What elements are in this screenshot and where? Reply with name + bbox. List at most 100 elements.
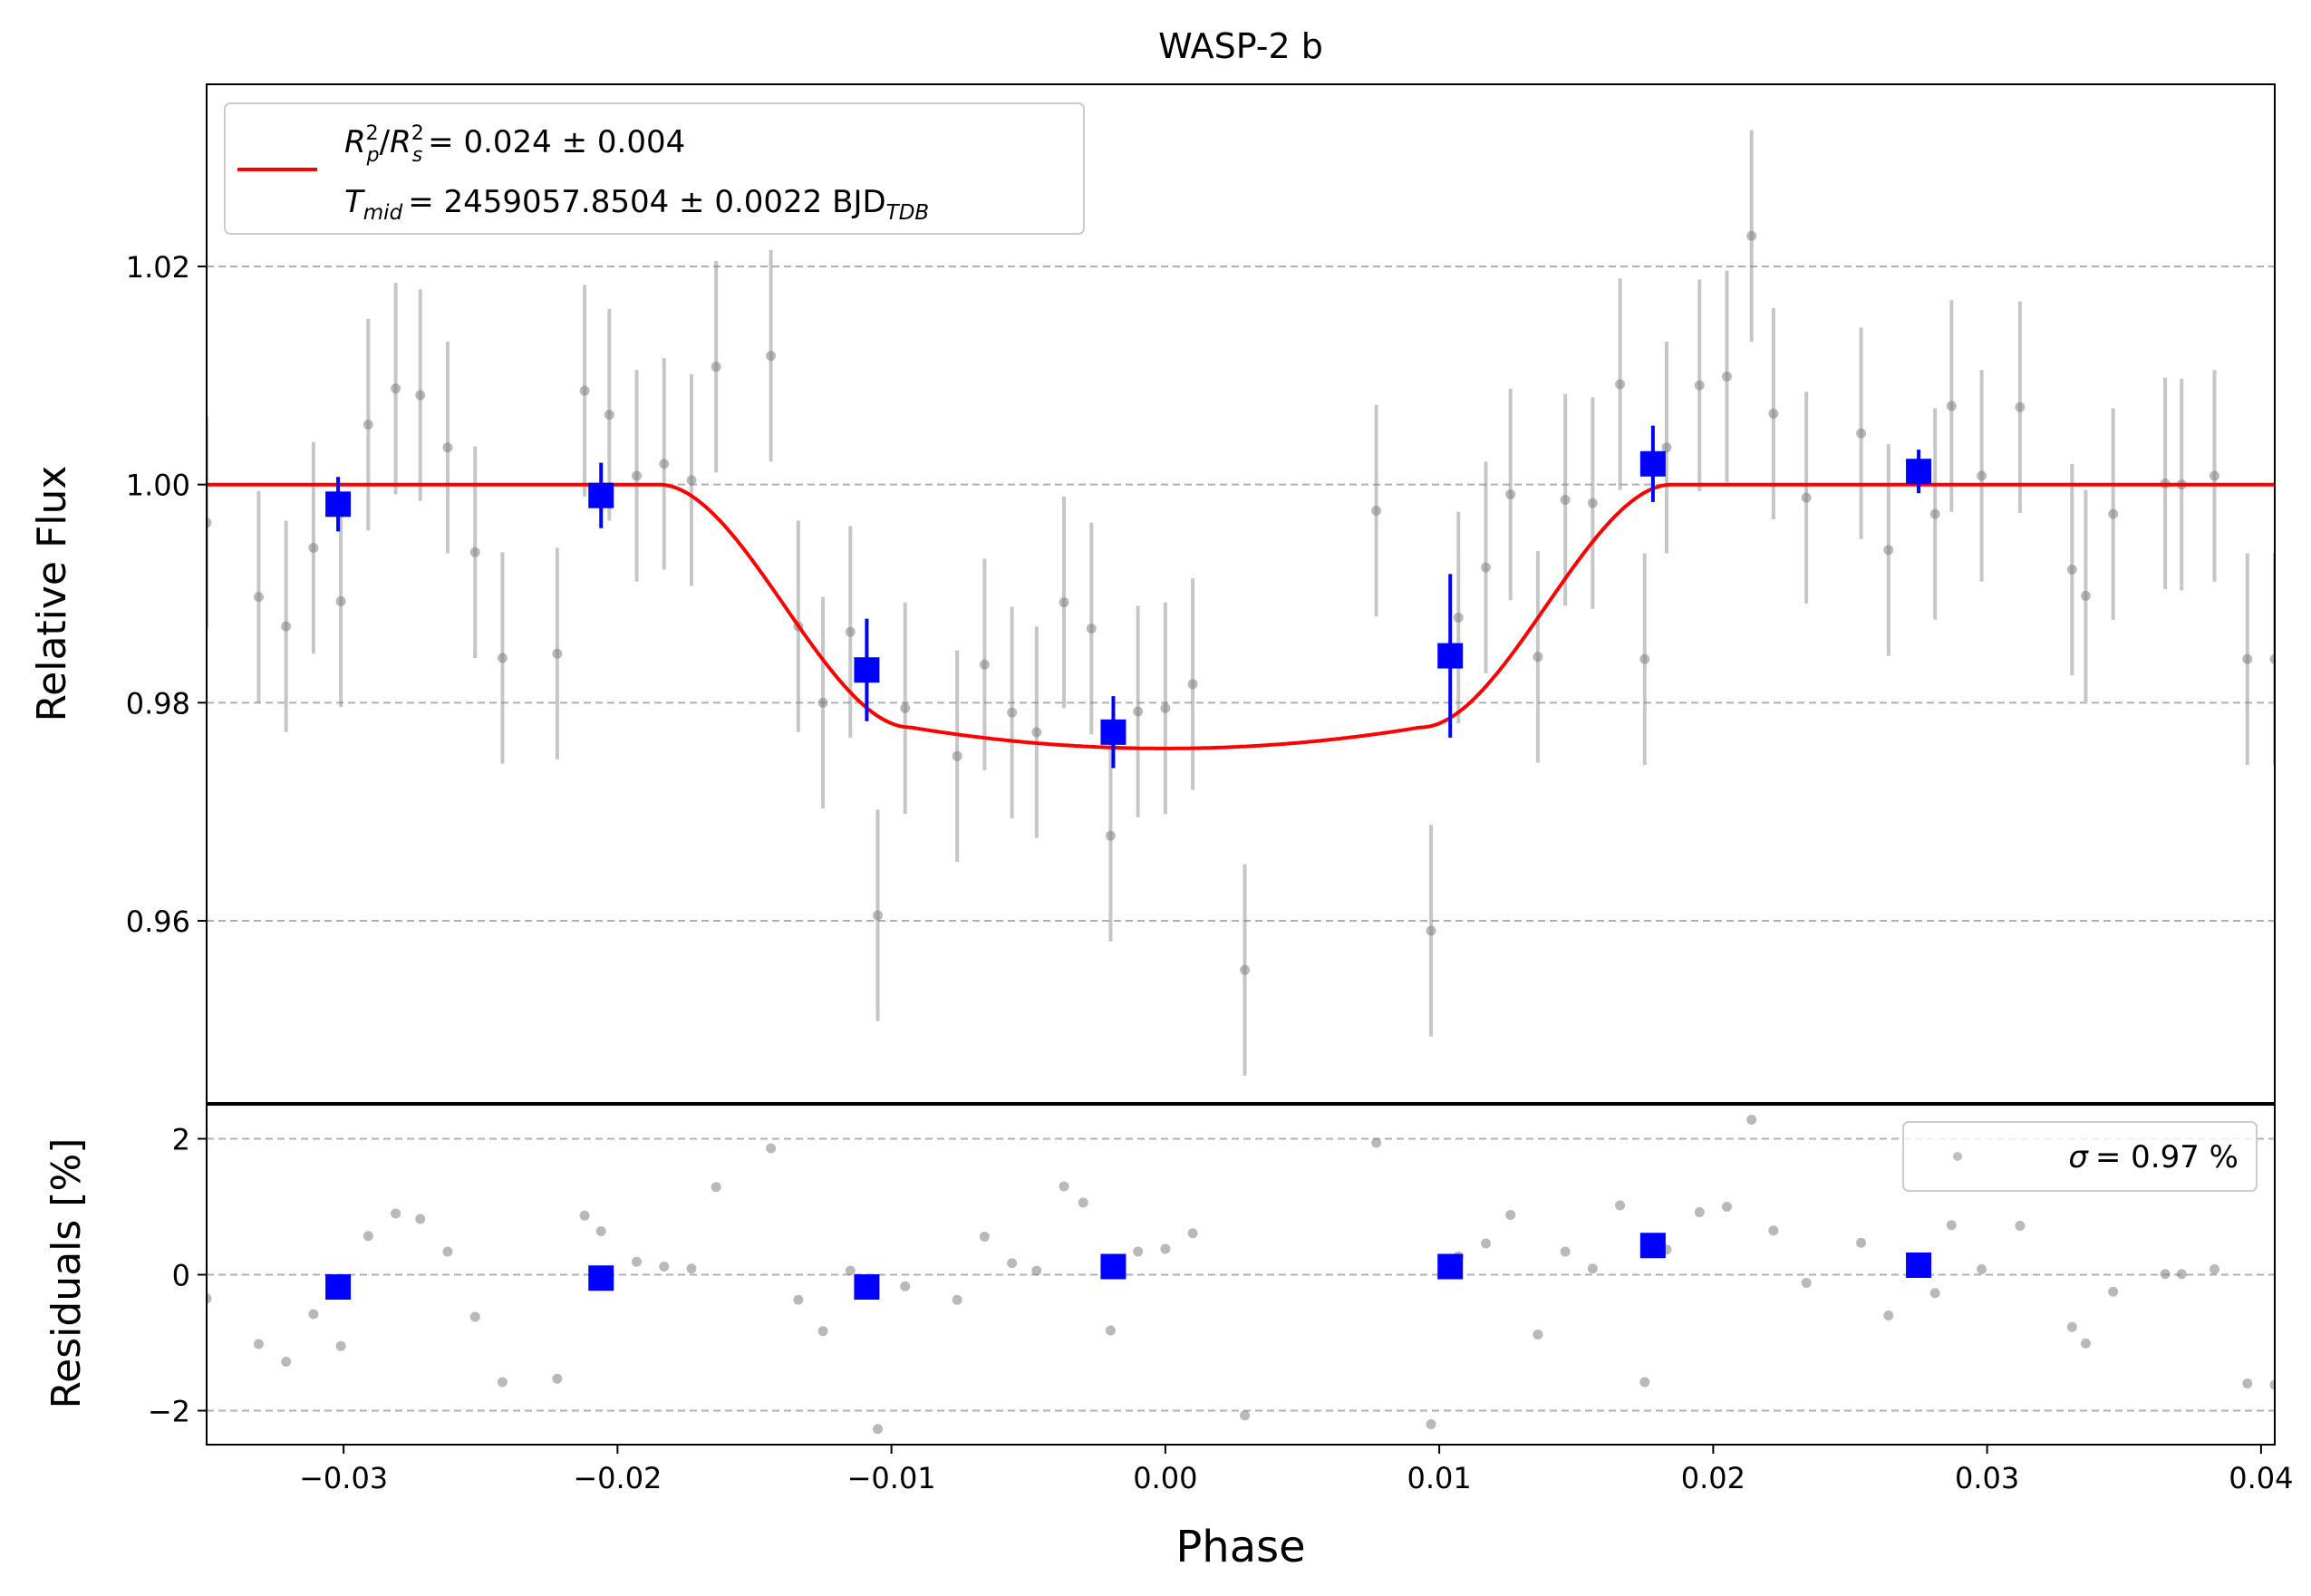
unbinned-residual-point xyxy=(952,1294,962,1305)
unbinned-residual-point xyxy=(659,1262,670,1272)
unbinned-data-point xyxy=(1240,964,1251,975)
unbinned-residual-point xyxy=(281,1357,292,1367)
unbinned-data-point xyxy=(1007,707,1018,718)
unbinned-data-point xyxy=(579,385,590,396)
unbinned-residual-point xyxy=(2108,1286,2119,1297)
unbinned-data-point xyxy=(604,410,614,421)
unbinned-data-point xyxy=(1187,679,1198,690)
binned-data-point xyxy=(588,482,614,508)
binned-residual-point xyxy=(1100,1253,1126,1280)
unbinned-data-point xyxy=(207,517,212,528)
x-axis-label: Phase xyxy=(1175,1522,1305,1572)
unbinned-data-point xyxy=(469,547,480,557)
unbinned-residual-point xyxy=(979,1232,990,1242)
unbinned-residual-point xyxy=(632,1256,643,1267)
unbinned-residual-point xyxy=(1768,1225,1779,1236)
main-gridlines xyxy=(207,265,2275,923)
binned-residual-point xyxy=(588,1265,614,1291)
unbinned-data-point xyxy=(442,442,453,453)
unbinned-data-point xyxy=(1587,498,1598,508)
unbinned-residual-point xyxy=(1977,1264,1987,1274)
unbinned-data-point xyxy=(1639,653,1650,664)
unbinned-residual-point xyxy=(1587,1263,1598,1274)
unbinned-residual-point xyxy=(415,1214,426,1224)
x-tick-label: 0.01 xyxy=(1407,1461,1472,1495)
main-panel: 0.96 0.98 1.00 1.02 Relative Flux R2 p/R2 s = … xyxy=(29,83,2276,1104)
binned-residual-point xyxy=(325,1274,352,1300)
main-y-axis-label: Relative Flux xyxy=(29,466,75,722)
main-y-ticks: 0.96 0.98 1.00 1.02 xyxy=(126,250,207,939)
transit-model-line xyxy=(207,482,2275,750)
unbinned-data-point xyxy=(686,475,697,486)
unbinned-data-point xyxy=(2108,508,2119,519)
unbinned-data-point xyxy=(1133,706,1144,717)
x-tick-label: −0.02 xyxy=(573,1461,662,1495)
unbinned-data-point xyxy=(1856,428,1867,439)
unbinned-residual-point xyxy=(391,1208,401,1219)
residuals-y-ticks: −2 0 2 xyxy=(148,1123,207,1429)
unbinned-data-point xyxy=(1946,401,1957,411)
unbinned-residual-point xyxy=(2209,1264,2220,1274)
main-legend: R2 p/R2 s = 0.024 ± 0.004 Tmid = 2459057.850… xyxy=(224,102,1085,235)
unbinned-data-point xyxy=(952,750,962,761)
unbinned-data-point xyxy=(1426,925,1436,936)
unbinned-data-point xyxy=(1746,230,1757,241)
unbinned-data-point xyxy=(1086,624,1097,634)
residuals-panel: −2 0 2 −0.03 −0.02 −0.01 0.00 0.01 0.02 0.03 0.04… xyxy=(44,1104,2294,1572)
unbinned-data-point xyxy=(1721,372,1732,382)
unbinned-residual-point xyxy=(1694,1207,1705,1217)
unbinned-residual-point xyxy=(308,1309,319,1320)
main-y-tick-label: 0.98 xyxy=(126,686,190,721)
unbinned-residual-point xyxy=(253,1339,264,1349)
unbinned-residual-point xyxy=(1856,1237,1867,1248)
unbinned-residual-point xyxy=(1946,1220,1957,1231)
residuals-y-tick-label: −2 xyxy=(148,1395,190,1429)
unbinned-residual-point xyxy=(1240,1410,1251,1421)
unbinned-data-point xyxy=(363,419,373,430)
residuals-y-tick-label: 2 xyxy=(172,1123,190,1157)
unbinned-residual-point xyxy=(1078,1197,1088,1208)
unbinned-data-point xyxy=(2015,401,2026,412)
main-y-tick-label: 0.96 xyxy=(126,904,190,939)
unbinned-residual-point xyxy=(579,1210,590,1221)
binned-data-point xyxy=(325,491,352,517)
legend-sigma-entry: σ = 0.97 % xyxy=(2068,1139,2238,1175)
unbinned-residual-point xyxy=(1721,1202,1732,1212)
unbinned-residual-point xyxy=(1560,1246,1571,1257)
residuals-y-tick-label: 0 xyxy=(172,1259,190,1293)
binned-residual-point xyxy=(1639,1233,1666,1259)
unbinned-data-point xyxy=(1059,597,1069,608)
unbinned-data-point xyxy=(281,621,292,632)
unbinned-residual-point xyxy=(335,1340,346,1351)
unbinned-residual-point xyxy=(2269,1379,2275,1390)
unbinned-residual-point xyxy=(2176,1269,2187,1280)
unbinned-data-point xyxy=(415,390,426,401)
unbinned-data-point xyxy=(979,659,990,670)
unbinned-data-point xyxy=(1453,612,1464,623)
unbinned-data-point xyxy=(1768,408,1779,419)
chart-title: WASP-2 b xyxy=(1158,26,1323,66)
x-ticks: −0.03 −0.02 −0.01 0.00 0.01 0.02 0.03 0.04 xyxy=(299,1445,2294,1495)
unbinned-data-point xyxy=(1929,508,1940,519)
binned-residual-point xyxy=(1906,1253,1932,1278)
binned-residuals-series xyxy=(325,1233,1932,1300)
unbinned-residual-point xyxy=(2015,1221,2026,1231)
main-legend-box xyxy=(224,102,1085,235)
unbinned-residual-point xyxy=(363,1231,373,1242)
unbinned-data-point xyxy=(2242,653,2253,664)
unbinned-residual-point xyxy=(1105,1325,1116,1336)
unbinned-residual-point xyxy=(1007,1258,1018,1269)
unbinned-data-series xyxy=(207,130,2275,1076)
main-y-tick-label: 1.02 xyxy=(126,250,190,285)
binned-residual-point xyxy=(854,1274,880,1300)
unbinned-data-point xyxy=(632,470,643,481)
unbinned-data-point xyxy=(1615,379,1626,390)
unbinned-data-point xyxy=(253,592,264,603)
x-tick-label: −0.03 xyxy=(299,1461,388,1495)
unbinned-residual-point xyxy=(1801,1278,1812,1288)
x-tick-label: 0.02 xyxy=(1681,1461,1745,1495)
x-tick-label: 0.03 xyxy=(1955,1461,2019,1495)
main-y-tick-label: 1.00 xyxy=(126,469,190,503)
legend-rp-entry: R2 p/R2 s = 0.024 ± 0.004 xyxy=(344,122,685,167)
unbinned-data-point xyxy=(817,697,828,708)
